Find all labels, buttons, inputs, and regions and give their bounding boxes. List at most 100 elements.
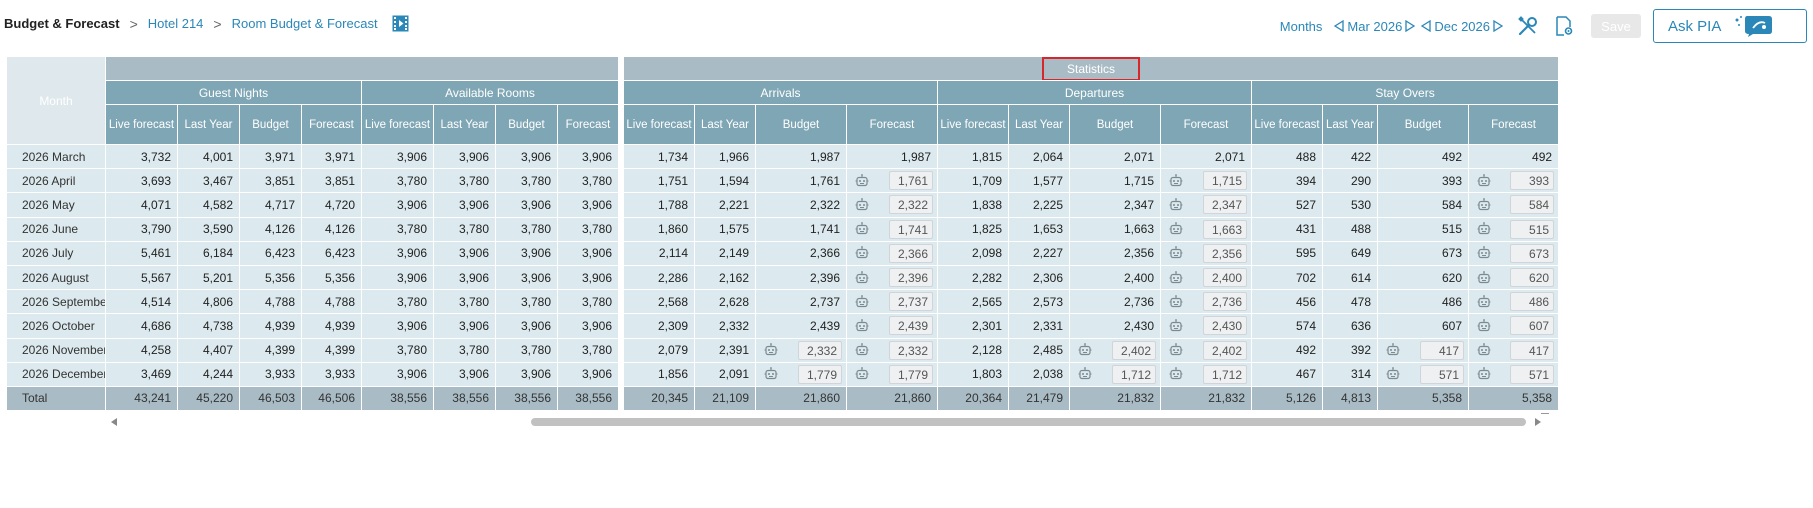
- view-mode-selector[interactable]: Months: [1279, 18, 1323, 34]
- subheader-arrivals-2: Budget: [755, 104, 847, 145]
- forecast-input[interactable]: 2,430: [1203, 316, 1247, 336]
- scroll-right-icon[interactable]: [1535, 418, 1541, 426]
- breadcrumb-hotel[interactable]: Hotel 214: [147, 16, 204, 31]
- forecast-input[interactable]: 571: [1420, 364, 1464, 384]
- total-so-3: 5,358: [1467, 385, 1560, 412]
- statistics-title: Statistics: [1042, 57, 1141, 80]
- cell-gn-2: 4,399: [239, 337, 302, 363]
- cell-arr-budget: 2,396: [755, 264, 847, 291]
- forecast-input[interactable]: 2,356: [1203, 243, 1247, 263]
- total-so-2: 5,358: [1377, 385, 1469, 412]
- cell-dep-live: 2,128: [937, 337, 1009, 363]
- cell-arr-budget: 2,737: [755, 289, 847, 315]
- cell-ar-0: 3,906: [361, 192, 434, 218]
- forecast-input[interactable]: 673: [1510, 243, 1555, 263]
- cell-ar-0: 3,906: [361, 240, 434, 266]
- robot-icon: [855, 173, 869, 186]
- save-button[interactable]: Save: [1591, 14, 1641, 38]
- forecast-input[interactable]: 1,779: [889, 364, 933, 384]
- chevron-right-icon: >: [129, 15, 138, 32]
- forecast-input[interactable]: 2,366: [889, 243, 933, 263]
- forecast-input[interactable]: 1,715: [1203, 171, 1247, 191]
- cell-arr-lastyear: 1,575: [694, 216, 756, 242]
- cell-so-live: 467: [1251, 361, 1323, 387]
- cell-gn-0: 4,071: [105, 192, 178, 218]
- forecast-input[interactable]: 2,402: [1112, 340, 1156, 360]
- scrollbar-thumb[interactable]: [531, 418, 1526, 426]
- cell-ar-3: 3,780: [557, 337, 619, 363]
- row-month: 2026 May: [6, 192, 106, 218]
- subheader-stay-overs-1: Last Year: [1322, 104, 1378, 145]
- forecast-input[interactable]: 1,779: [798, 364, 842, 384]
- forecast-input[interactable]: 2,396: [889, 268, 933, 288]
- forecast-input[interactable]: 1,741: [889, 219, 933, 239]
- chevron-right-icon: >: [213, 15, 222, 32]
- cell-arr-live: 2,079: [623, 337, 695, 363]
- cell-gn-1: 4,738: [177, 313, 240, 339]
- forecast-input[interactable]: 2,736: [1203, 292, 1247, 312]
- cell-dep-lastyear: 2,225: [1008, 192, 1070, 218]
- cell-arr-budget: 2,322: [755, 192, 847, 218]
- breadcrumb-room-budget[interactable]: Room Budget & Forecast: [231, 16, 378, 31]
- subheader-departures-0: Live forecast: [937, 104, 1009, 145]
- cell-arr-lastyear: 2,091: [694, 361, 756, 387]
- forecast-input[interactable]: 2,400: [1203, 268, 1247, 288]
- ask-pia-button[interactable]: Ask PIA: [1653, 9, 1807, 43]
- prev-start-icon[interactable]: [1334, 20, 1345, 32]
- period-end-label[interactable]: Dec 2026: [1434, 18, 1490, 34]
- table-row: 2026 June 3,790 3,590 4,126 4,126 3,780 3,780 3…: [6, 216, 1560, 242]
- total-gn-0: 43,241: [105, 385, 178, 412]
- forecast-input[interactable]: 1,761: [889, 171, 933, 191]
- table-row: 2026 May 4,071 4,582 4,717 4,720 3,906 3,906 3,…: [6, 192, 1560, 218]
- forecast-input[interactable]: 584: [1510, 195, 1555, 215]
- cell-arr-live: 2,286: [623, 264, 695, 291]
- row-month: 2026 December: [6, 361, 106, 387]
- robot-icon: [1477, 222, 1491, 235]
- horizontal-scrollbar[interactable]: [111, 417, 1541, 427]
- robot-icon: [1078, 367, 1092, 380]
- cell-so-live: 431: [1251, 216, 1323, 242]
- forecast-input[interactable]: 2,402: [1203, 340, 1247, 360]
- forecast-input[interactable]: 2,737: [889, 292, 933, 312]
- forecast-input[interactable]: 486: [1510, 292, 1555, 312]
- table-row: 2026 September 4,514 4,806 4,788 4,788 3,780 3…: [6, 289, 1560, 315]
- forecast-input[interactable]: 2,347: [1203, 195, 1247, 215]
- cell-arr-lastyear: 2,221: [694, 192, 756, 218]
- cell-ar-1: 3,780: [433, 289, 496, 315]
- forecast-input[interactable]: 417: [1510, 340, 1555, 360]
- cell-dep-budget: 1,663: [1069, 216, 1161, 242]
- next-start-icon[interactable]: [1405, 20, 1416, 32]
- cell-ar-3: 3,780: [557, 289, 619, 315]
- settings-doc-icon[interactable]: [1553, 15, 1575, 37]
- total-gn-2: 46,503: [239, 385, 302, 412]
- cell-dep-lastyear: 2,306: [1008, 264, 1070, 291]
- tools-icon[interactable]: [1517, 15, 1539, 37]
- cell-ar-0: 3,780: [361, 337, 434, 363]
- forecast-input[interactable]: 393: [1510, 171, 1555, 191]
- film-icon[interactable]: [392, 15, 409, 32]
- forecast-input[interactable]: 1,663: [1203, 219, 1247, 239]
- next-end-icon[interactable]: [1493, 20, 1503, 32]
- cell-gn-0: 5,567: [105, 264, 178, 291]
- cell-dep-budget: 1,715: [1069, 168, 1161, 194]
- forecast-input[interactable]: 1,712: [1112, 364, 1156, 384]
- forecast-input[interactable]: 2,439: [889, 316, 933, 336]
- period-start-label[interactable]: Mar 2026: [1347, 18, 1403, 34]
- forecast-input[interactable]: 515: [1510, 219, 1555, 239]
- forecast-input[interactable]: 620: [1510, 268, 1555, 288]
- forecast-input[interactable]: 1,712: [1203, 364, 1247, 384]
- scroll-left-icon[interactable]: [111, 418, 117, 426]
- forecast-input[interactable]: 571: [1510, 364, 1555, 384]
- prev-end-icon[interactable]: [1421, 20, 1431, 32]
- robot-icon: [764, 367, 778, 380]
- forecast-input[interactable]: 2,332: [889, 340, 933, 360]
- row-month: 2026 September: [6, 289, 106, 315]
- forecast-input[interactable]: 607: [1510, 316, 1555, 336]
- forecast-input[interactable]: 2,332: [798, 340, 842, 360]
- cell-so-lastyear: 614: [1322, 264, 1378, 291]
- forecast-input[interactable]: 417: [1420, 340, 1464, 360]
- total-so-0: 5,126: [1251, 385, 1323, 412]
- cell-dep-lastyear: 1,577: [1008, 168, 1070, 194]
- forecast-input[interactable]: 2,322: [889, 195, 933, 215]
- cell-gn-2: 3,971: [239, 143, 302, 170]
